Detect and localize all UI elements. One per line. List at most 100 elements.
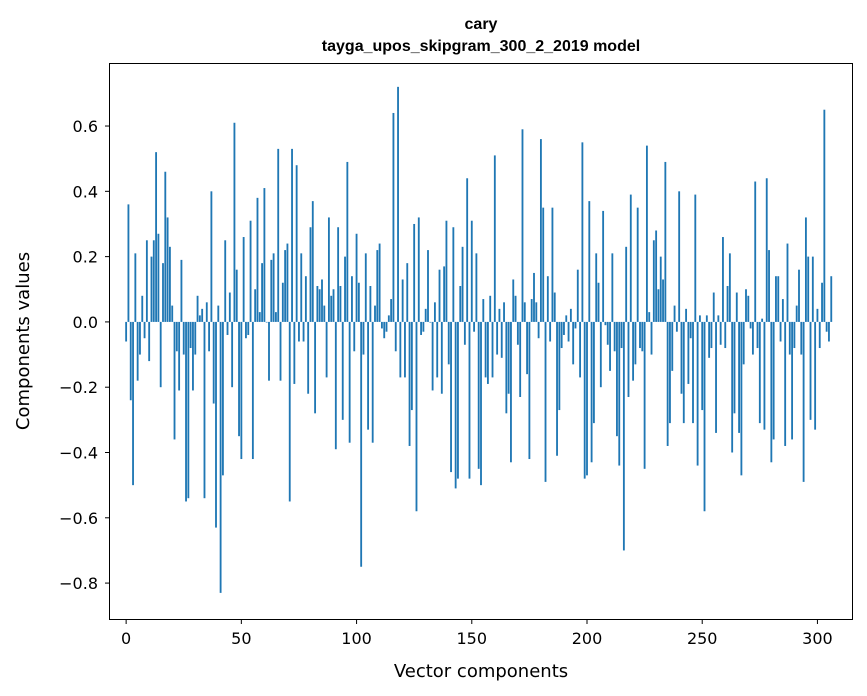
bar-173 <box>523 302 526 322</box>
bar-284 <box>779 321 782 342</box>
bar-231 <box>657 289 660 322</box>
bar-4 <box>134 253 137 322</box>
bar-251 <box>703 321 706 512</box>
bar-82 <box>314 321 317 414</box>
bar-34 <box>203 321 206 499</box>
x-tick-label: 100 <box>341 629 372 648</box>
bar-127 <box>417 217 420 322</box>
bar-88 <box>327 217 330 322</box>
bar-287 <box>786 243 789 322</box>
bar-135 <box>436 321 439 378</box>
bar-39 <box>215 321 217 528</box>
bar-303 <box>823 109 826 322</box>
bar-64 <box>272 253 275 322</box>
bar-221 <box>634 321 637 365</box>
bar-31 <box>196 295 199 322</box>
bar-259 <box>722 237 724 322</box>
bar-115 <box>390 299 393 322</box>
bar-15 <box>159 321 162 388</box>
bar-291 <box>795 305 798 322</box>
bar-17 <box>164 171 167 322</box>
bar-76 <box>300 253 303 322</box>
bar-85 <box>321 279 323 322</box>
bar-47 <box>233 122 236 322</box>
bar-16 <box>162 263 164 322</box>
bar-223 <box>639 321 641 349</box>
bar-228 <box>650 321 653 355</box>
bar-133 <box>431 321 434 391</box>
bar-219 <box>629 194 632 322</box>
bar-195 <box>574 321 577 329</box>
bar-53 <box>247 321 250 335</box>
bar-168 <box>512 279 515 322</box>
bar-225 <box>643 321 646 469</box>
bar-49 <box>238 321 240 437</box>
bar-57 <box>256 197 259 322</box>
bar-182 <box>544 321 547 482</box>
bar-249 <box>698 315 701 322</box>
bar-306 <box>830 276 833 322</box>
y-tick-label: 0.6 <box>73 117 98 136</box>
bar-112 <box>383 321 386 339</box>
bar-6 <box>139 321 141 355</box>
bar-164 <box>503 302 505 322</box>
bar-163 <box>500 321 503 358</box>
bar-171 <box>519 321 522 397</box>
bar-33 <box>201 308 204 322</box>
bar-5 <box>136 321 139 381</box>
bar-185 <box>551 207 554 322</box>
bar-52 <box>245 321 247 339</box>
bar-19 <box>168 246 171 322</box>
bar-155 <box>482 299 485 322</box>
bar-117 <box>394 321 397 352</box>
y-tick-label: −0.8 <box>59 574 98 593</box>
bar-111 <box>380 321 383 329</box>
bar-0 <box>125 321 128 342</box>
y-axis-label: Components values <box>13 252 34 430</box>
bar-46 <box>231 321 234 388</box>
bar-9 <box>145 240 148 322</box>
bar-290 <box>793 321 796 349</box>
bar-275 <box>758 321 761 424</box>
x-tick-label: 50 <box>231 629 251 648</box>
bar-258 <box>719 321 722 345</box>
bar-10 <box>148 321 151 362</box>
bar-200 <box>586 321 588 476</box>
bar-261 <box>726 286 729 322</box>
bar-29 <box>192 321 194 391</box>
bar-20 <box>171 305 174 322</box>
x-axis-ticks: 0 50 100 150 200 250 300 <box>121 619 833 648</box>
bar-113 <box>385 321 388 332</box>
bar-109 <box>376 250 379 322</box>
bar-254 <box>710 321 713 349</box>
bar-154 <box>480 321 482 486</box>
bar-74 <box>295 165 298 322</box>
bar-160 <box>493 155 496 322</box>
bar-120 <box>401 279 404 322</box>
bar-24 <box>180 259 183 322</box>
bar-202 <box>590 321 593 463</box>
x-tick-label: 150 <box>457 629 488 648</box>
bar-281 <box>772 321 775 440</box>
bar-100 <box>355 233 358 322</box>
bar-237 <box>671 321 674 371</box>
bar-199 <box>583 321 586 479</box>
bar-116 <box>392 112 395 322</box>
bar-124 <box>410 321 413 411</box>
bar-61 <box>265 321 268 323</box>
bar-236 <box>669 321 671 424</box>
bar-110 <box>378 243 381 322</box>
bar-166 <box>507 321 510 394</box>
bar-271 <box>749 321 752 329</box>
bar-187 <box>556 321 558 456</box>
bar-73 <box>293 321 296 384</box>
bar-136 <box>438 269 441 322</box>
bar-40 <box>217 305 220 322</box>
bar-89 <box>330 295 333 322</box>
bar-150 <box>470 220 473 322</box>
bar-206 <box>599 321 602 388</box>
bar-62 <box>268 321 270 381</box>
bar-131 <box>427 250 429 322</box>
chart-title-line1: cary <box>465 16 498 33</box>
bar-90 <box>332 289 335 322</box>
